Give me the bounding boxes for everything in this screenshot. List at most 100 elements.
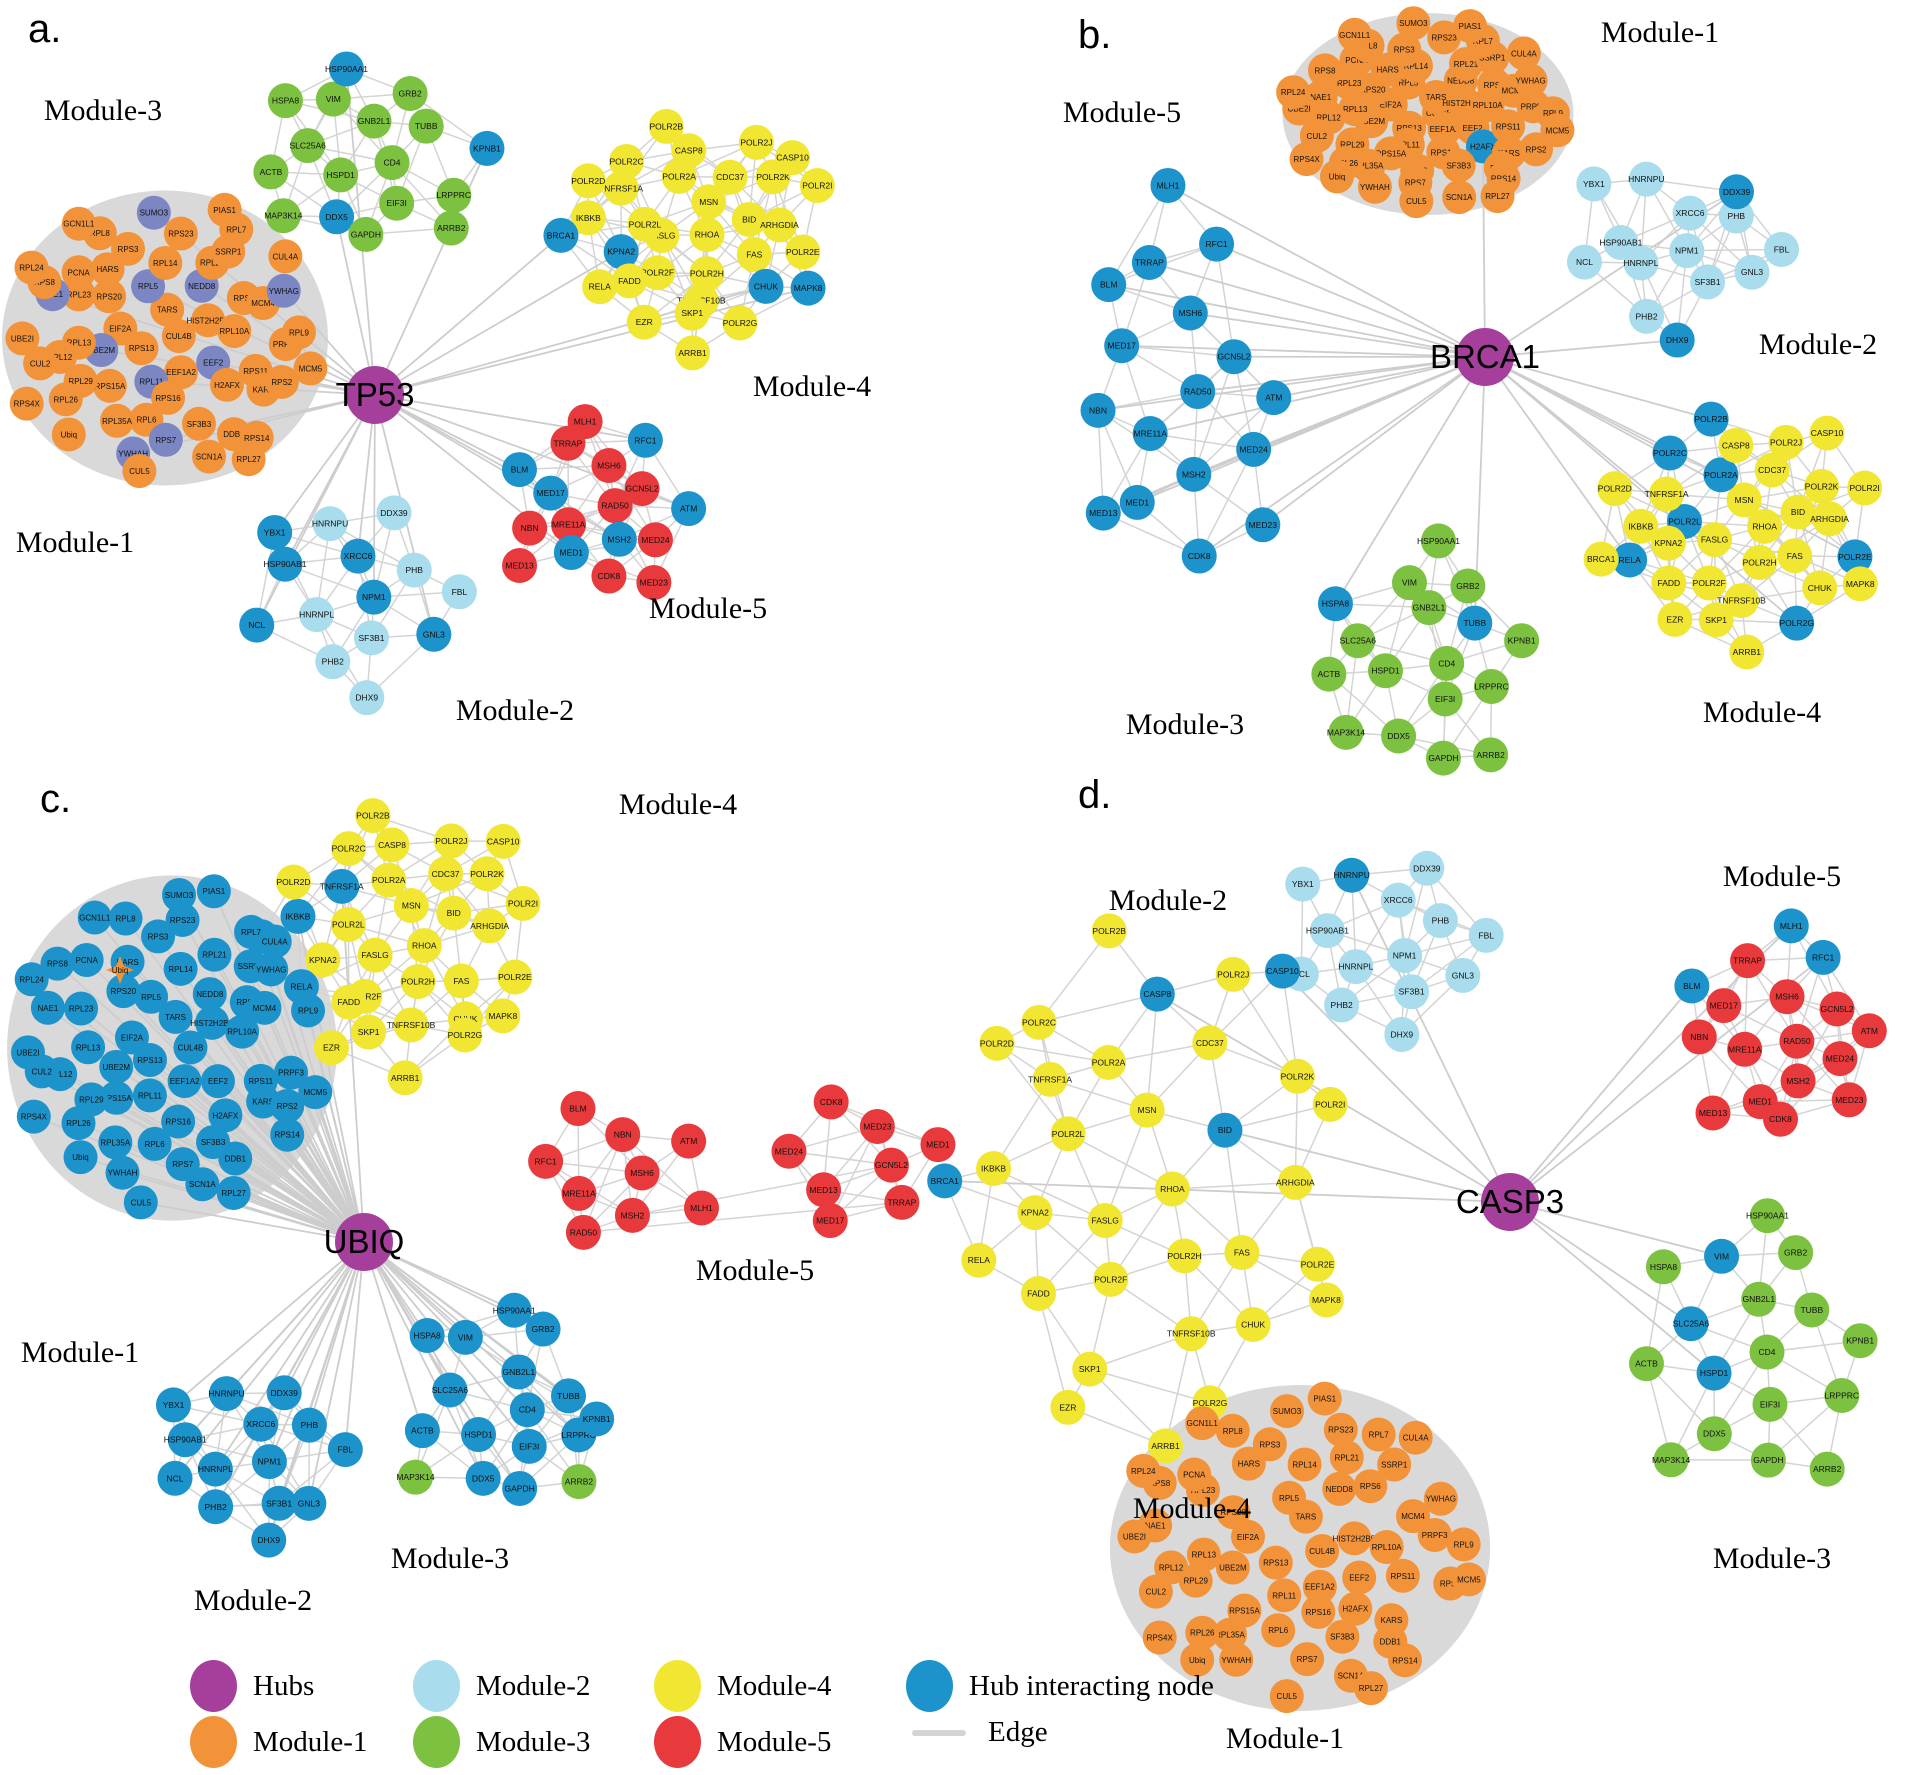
- node-GCN5L2[interactable]: GCN5L2: [624, 471, 660, 507]
- node-RPL35A[interactable]: RPL35A: [98, 1125, 133, 1160]
- node-GNL3[interactable]: GNL3: [1445, 957, 1481, 993]
- node-PIAS1[interactable]: PIAS1: [1453, 9, 1488, 44]
- node-MAP3K14[interactable]: MAP3K14: [1327, 714, 1366, 750]
- node-RPS4X[interactable]: RPS4X: [1142, 1620, 1177, 1655]
- node-GAPDH[interactable]: GAPDH: [1425, 740, 1461, 776]
- node-GNL3[interactable]: GNL3: [1734, 254, 1770, 290]
- node-NBN[interactable]: NBN: [1080, 392, 1116, 428]
- node-POLR2B[interactable]: POLR2B: [355, 798, 391, 834]
- node-POLR2K[interactable]: POLR2K: [469, 856, 505, 892]
- node-RPL11[interactable]: RPL11: [132, 1078, 167, 1113]
- node-POLR2H[interactable]: POLR2H: [1166, 1238, 1202, 1274]
- node-RPL35A[interactable]: RPL35A: [100, 403, 135, 438]
- node-PCNA[interactable]: PCNA: [1177, 1457, 1212, 1492]
- node-POLR2F[interactable]: POLR2F: [1691, 565, 1727, 601]
- node-RPL23[interactable]: RPL23: [64, 991, 99, 1026]
- node-CASP8[interactable]: CASP8: [1139, 976, 1175, 1012]
- node-MRE11A[interactable]: MRE11A: [1727, 1031, 1763, 1067]
- node-SF3B3[interactable]: SF3B3: [181, 406, 216, 441]
- node-CUL4B[interactable]: CUL4B: [1305, 1534, 1340, 1569]
- node-RPS23[interactable]: RPS23: [1323, 1412, 1358, 1447]
- node-RPL5[interactable]: RPL5: [1272, 1480, 1307, 1515]
- node-GNL3[interactable]: GNL3: [416, 616, 452, 652]
- node-YWHAH[interactable]: YWHAH: [1357, 169, 1392, 204]
- node-RPL7[interactable]: RPL7: [1361, 1417, 1396, 1452]
- node-MED17[interactable]: MED17: [1104, 328, 1140, 364]
- node-TNFRSF1A[interactable]: TNFRSF1A: [320, 868, 364, 904]
- node-DHX9[interactable]: DHX9: [251, 1522, 287, 1558]
- node-UBE2M[interactable]: UBE2M: [1215, 1550, 1250, 1585]
- node-FADD[interactable]: FADD: [1651, 565, 1687, 601]
- node-NPM1[interactable]: NPM1: [356, 579, 392, 615]
- node-POLR2C[interactable]: POLR2C: [1652, 435, 1688, 471]
- node-BLM[interactable]: BLM: [1674, 968, 1710, 1004]
- node-RPS7[interactable]: RPS7: [1290, 1642, 1325, 1677]
- node-CUL2[interactable]: CUL2: [23, 346, 58, 381]
- node-HSPD1[interactable]: HSPD1: [461, 1417, 497, 1453]
- node-PHB2[interactable]: PHB2: [198, 1489, 234, 1525]
- node-DDX39[interactable]: DDX39: [1409, 850, 1445, 886]
- node-RPL21[interactable]: RPL21: [1329, 1440, 1364, 1475]
- node-MED13[interactable]: MED13: [502, 548, 538, 584]
- node-PIAS1[interactable]: PIAS1: [196, 874, 231, 909]
- node-MCM5[interactable]: MCM5: [1540, 113, 1575, 148]
- node-POLR2E[interactable]: POLR2E: [785, 234, 821, 270]
- node-TUBB[interactable]: TUBB: [1794, 1292, 1830, 1328]
- node-VIM[interactable]: VIM: [447, 1319, 483, 1355]
- node-SF3B3[interactable]: SF3B3: [1325, 1619, 1360, 1654]
- node-RPS13[interactable]: RPS13: [1258, 1545, 1293, 1580]
- node-MED13[interactable]: MED13: [806, 1172, 842, 1208]
- node-RAD50[interactable]: RAD50: [1779, 1023, 1815, 1059]
- node-LRPPRC[interactable]: LRPPRC: [1473, 668, 1509, 704]
- node-GCN1L1[interactable]: GCN1L1: [61, 206, 96, 241]
- node-RPL9[interactable]: RPL9: [281, 315, 316, 350]
- node-MED23[interactable]: MED23: [859, 1108, 895, 1144]
- node-RPS16[interactable]: RPS16: [161, 1104, 196, 1139]
- node-BLM[interactable]: BLM: [560, 1091, 596, 1127]
- node-LRPPRC[interactable]: LRPPRC: [436, 177, 472, 213]
- node-SCN1A[interactable]: SCN1A: [1442, 180, 1477, 215]
- node-Ubiq[interactable]: Ubiq: [1319, 159, 1354, 194]
- node-HSP90AB1[interactable]: HSP90AB1: [164, 1422, 207, 1458]
- node-SUMO3[interactable]: SUMO3: [1270, 1394, 1305, 1429]
- node-RPL9[interactable]: RPL9: [1446, 1527, 1481, 1562]
- node-BLM[interactable]: BLM: [1091, 267, 1127, 303]
- node-XRCC6[interactable]: XRCC6: [1672, 195, 1708, 231]
- node-CD4[interactable]: CD4: [1429, 645, 1465, 681]
- node-POLR2G[interactable]: POLR2G: [447, 1017, 483, 1053]
- node-RPS3[interactable]: RPS3: [1252, 1427, 1287, 1462]
- node-RPL24[interactable]: RPL24: [1126, 1453, 1161, 1488]
- node-YBX1[interactable]: YBX1: [1576, 166, 1612, 202]
- node-MRE11A[interactable]: MRE11A: [561, 1175, 597, 1211]
- node-HIST2H2BE[interactable]: HIST2H2BE: [186, 303, 230, 338]
- node-POLR2J[interactable]: POLR2J: [1768, 424, 1804, 460]
- node-POLR2L[interactable]: POLR2L: [627, 206, 663, 242]
- node-RPL27[interactable]: RPL27: [1480, 179, 1515, 214]
- node-RPS8[interactable]: RPS8: [1307, 53, 1342, 88]
- node-SCN1A[interactable]: SCN1A: [192, 439, 227, 474]
- node-SKP1[interactable]: SKP1: [1072, 1351, 1108, 1387]
- node-DDX5[interactable]: DDX5: [1381, 718, 1417, 754]
- node-RHOA[interactable]: RHOA: [1747, 508, 1783, 544]
- node-CUL5[interactable]: CUL5: [123, 1185, 158, 1220]
- node-PCNA[interactable]: PCNA: [61, 255, 96, 290]
- node-RHOA[interactable]: RHOA: [406, 928, 442, 964]
- node-ACTB[interactable]: ACTB: [253, 154, 289, 190]
- node-IKBKB[interactable]: IKBKB: [570, 200, 606, 236]
- node-POLR2J[interactable]: POLR2J: [1215, 956, 1251, 992]
- node-SCN1A[interactable]: SCN1A: [185, 1167, 220, 1202]
- node-CASP10[interactable]: CASP10: [485, 823, 521, 859]
- node-CASP10[interactable]: CASP10: [1265, 953, 1301, 989]
- node-MSH6[interactable]: MSH6: [591, 447, 627, 483]
- node-H2AFX[interactable]: H2AFX: [208, 1098, 243, 1133]
- node-DDX39[interactable]: DDX39: [376, 495, 412, 531]
- node-POLR2D[interactable]: POLR2D: [1597, 471, 1633, 507]
- node-GAPDH[interactable]: GAPDH: [1750, 1442, 1786, 1478]
- node-BRCA1[interactable]: BRCA1: [1583, 541, 1619, 577]
- node-POLR2I[interactable]: POLR2I: [799, 168, 835, 204]
- node-HSPD1[interactable]: HSPD1: [323, 157, 359, 193]
- node-BRCA1[interactable]: BRCA1: [543, 217, 579, 253]
- node-POLR2I[interactable]: POLR2I: [505, 885, 541, 921]
- node-PIAS1[interactable]: PIAS1: [1307, 1381, 1342, 1416]
- node-RPL21[interactable]: RPL21: [197, 937, 232, 972]
